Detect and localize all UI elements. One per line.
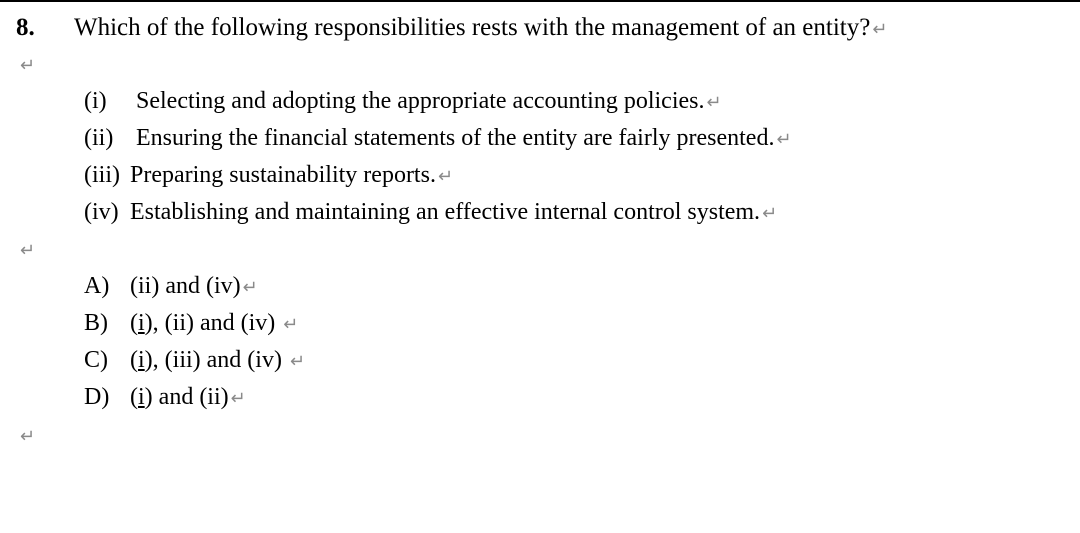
statement-label: (iii) — [84, 158, 130, 193]
statement-label: (iv) — [84, 195, 130, 230]
option-text: (ii) and (iv)↵ — [130, 269, 1066, 304]
statement-text: Establishing and maintaining an effectiv… — [130, 195, 1066, 230]
paragraph-mark-icon: ↵ — [20, 52, 34, 78]
option-label: D) — [84, 380, 130, 415]
paragraph-mark-icon: ↵ — [438, 166, 452, 186]
option-row: A)(ii) and (iv)↵ — [84, 269, 1066, 304]
option-row: B)(i), (ii) and (iv) ↵ — [84, 306, 1066, 341]
option-row: C)(i), (iii) and (iv) ↵ — [84, 343, 1066, 378]
paragraph-mark-icon: ↵ — [231, 388, 245, 408]
option-label: B) — [84, 306, 130, 341]
statement-text: Ensuring the financial statements of the… — [136, 121, 1066, 156]
option-label: A) — [84, 269, 130, 304]
option-text: (i), (ii) and (iv) ↵ — [130, 306, 1066, 341]
statement-row: (iii)Preparing sustainability reports.↵ — [84, 158, 1066, 193]
paragraph-mark-icon: ↵ — [872, 19, 886, 39]
statement-text: Preparing sustainability reports.↵ — [130, 158, 1066, 193]
question-text: Which of the following responsibilities … — [74, 14, 870, 41]
option-text: (i), (iii) and (iv) ↵ — [130, 343, 1066, 378]
blank-line: ↵ — [14, 46, 1066, 80]
option-row: D)(i) and (ii)↵ — [84, 380, 1066, 415]
question-text-wrap: Which of the following responsibilities … — [74, 10, 1066, 46]
paragraph-mark-icon: ↵ — [243, 277, 257, 297]
blank-line: ↵ — [14, 417, 1066, 445]
statement-row: (i)Selecting and adopting the appropriat… — [84, 84, 1066, 119]
statement-text: Selecting and adopting the appropriate a… — [136, 84, 1066, 119]
paragraph-mark-icon: ↵ — [290, 351, 304, 371]
statement-label: (ii) — [84, 121, 136, 156]
paragraph-mark-icon: ↵ — [20, 237, 34, 263]
paragraph-mark-icon: ↵ — [776, 129, 790, 149]
paragraph-mark-icon: ↵ — [707, 92, 721, 112]
statement-row: (ii)Ensuring the financial statements of… — [84, 121, 1066, 156]
statements-block: (i)Selecting and adopting the appropriat… — [84, 84, 1066, 229]
paragraph-mark-icon: ↵ — [283, 314, 297, 334]
paragraph-mark-icon: ↵ — [20, 423, 34, 449]
question-number: 8. — [14, 10, 74, 46]
statement-row: (iv)Establishing and maintaining an effe… — [84, 195, 1066, 230]
statement-label: (i) — [84, 84, 136, 119]
blank-line: ↵ — [14, 231, 1066, 265]
paragraph-mark-icon: ↵ — [762, 203, 776, 223]
option-text: (i) and (ii)↵ — [130, 380, 1066, 415]
option-label: C) — [84, 343, 130, 378]
options-block: A)(ii) and (iv)↵B)(i), (ii) and (iv) ↵C)… — [84, 269, 1066, 414]
question-page: 8. Which of the following responsibiliti… — [0, 0, 1080, 455]
question-row: 8. Which of the following responsibiliti… — [14, 10, 1066, 46]
